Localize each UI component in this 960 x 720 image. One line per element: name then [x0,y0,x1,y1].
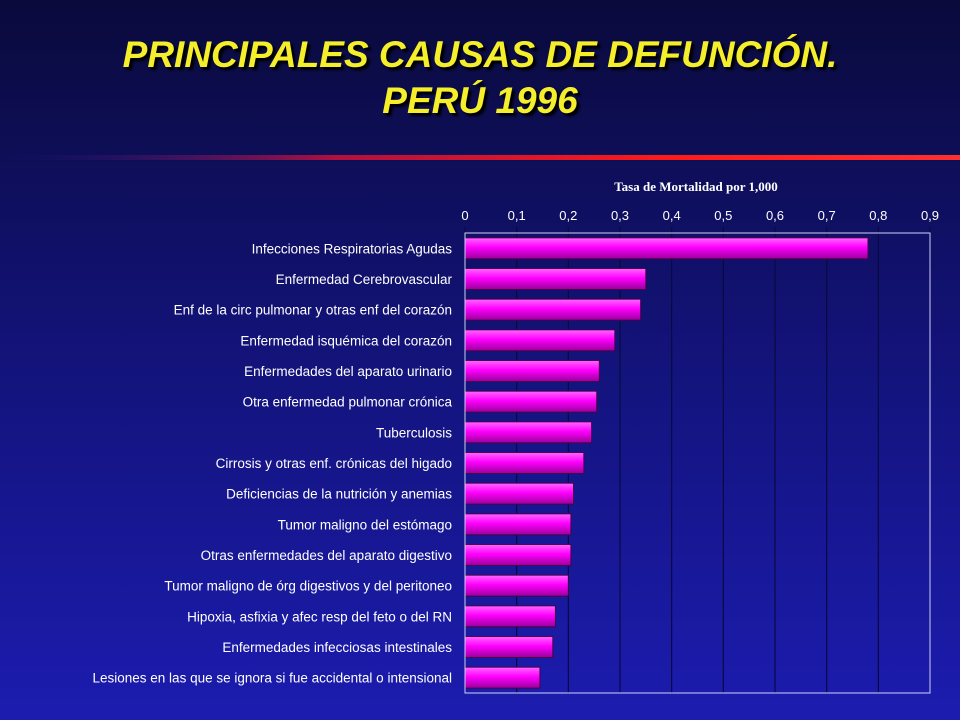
category-label: Enfermedad isquémica del corazón [240,333,452,348]
category-label: Tumor maligno de órg digestivos y del pe… [164,579,452,594]
category-label: Enfermedades infecciosas intestinales [222,640,452,655]
category-label: Cirrosis y otras enf. crónicas del higad… [216,456,452,471]
x-tick-label: 0,2 [559,208,577,223]
category-label: Tuberculosis [376,425,452,440]
category-label: Otra enfermedad pulmonar crónica [243,395,453,410]
bar [464,513,572,536]
bar [464,360,600,382]
category-label: Enfermedad Cerebrovascular [276,272,453,287]
plot-frame [464,232,931,694]
bar [464,482,574,505]
x-tick-labels: 0 0,1 0,2 0,3 0,4 0,5 0,6 0,7 0,8 0,9 [461,208,939,223]
bar [464,329,616,352]
bar [464,237,869,260]
category-label: Hipoxia, asfixia y afec resp del feto o … [187,609,452,624]
x-tick-label: 0,3 [611,208,629,223]
category-label: Tumor maligno del estómago [278,517,452,532]
x-tick-label: 0,9 [921,208,939,223]
bar [464,268,647,290]
bar [464,636,554,658]
category-labels: Infecciones Respiratorias Agudas Enfermed… [93,241,453,685]
bar [464,574,569,597]
x-tick-label: 0,6 [766,208,784,223]
bar [464,421,593,444]
slide-title: PRINCIPALES CAUSAS DE DEFUNCIÓN. PERÚ 19… [0,32,960,124]
category-label: Infecciones Respiratorias Agudas [252,241,453,256]
slide-title-line2: PERÚ 1996 [382,80,578,121]
bar [464,390,598,413]
category-label: Lesiones en las que se ignora si fue acc… [93,671,453,686]
title-divider [0,155,960,160]
bar [464,666,541,689]
x-tick-label: 0,8 [869,208,887,223]
x-tick-label: 0,5 [714,208,732,223]
bar [464,298,642,321]
category-label: Otras enfermedades del aparato digestivo [201,548,452,563]
bar [464,452,585,474]
bar [464,544,572,566]
x-axis-title: Tasa de Mortalidad por 1,000 [614,179,778,194]
x-tick-label: 0,7 [818,208,836,223]
x-tick-label: 0,4 [663,208,681,223]
x-tick-label: 0,1 [508,208,526,223]
bars [464,237,869,689]
slide-title-line1: PRINCIPALES CAUSAS DE DEFUNCIÓN. [122,34,838,75]
category-label: Enf de la circ pulmonar y otras enf del … [174,303,452,318]
category-label: Enfermedades del aparato urinario [244,364,452,379]
category-label: Deficiencias de la nutrición y anemias [226,487,452,502]
x-tick-label: 0 [461,208,468,223]
bar [464,605,556,628]
